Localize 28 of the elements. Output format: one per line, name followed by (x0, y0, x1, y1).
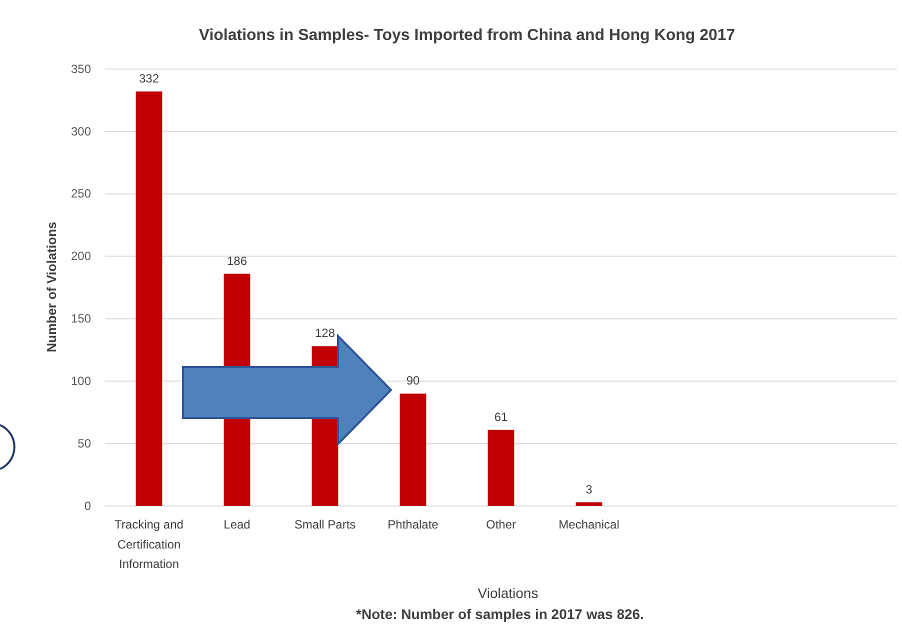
data-label: 3 (586, 482, 593, 496)
bar (576, 502, 602, 506)
x-tick-label: Small Parts (294, 518, 356, 532)
x-tick-label: Phthalate (388, 518, 439, 532)
x-tick-label: Mechanical (558, 518, 620, 532)
y-tick-label: 300 (70, 124, 92, 138)
data-label: 61 (494, 410, 508, 424)
data-label: 128 (314, 326, 336, 340)
x-tick-label: Lead (224, 518, 250, 532)
chart-title: Violations in Samples- Toys Imported from China and Hong Kong 2017 (198, 27, 736, 44)
bar (488, 430, 514, 506)
y-tick-label: 100 (70, 374, 92, 388)
data-label: 332 (138, 71, 160, 86)
bar (400, 394, 426, 506)
y-tick-label: 150 (70, 312, 92, 326)
y-tick-label: 350 (70, 62, 92, 76)
data-label: 90 (406, 374, 420, 388)
x-tick-label: Tracking and Certification Information (114, 518, 184, 572)
y-axis-title: Number of Violations (44, 222, 59, 352)
y-tick-label: 250 (70, 186, 92, 201)
x-axis-title: Violations (478, 585, 538, 601)
y-tick-label: 0 (84, 498, 92, 513)
y-tick-label: 200 (70, 249, 92, 264)
bar (136, 91, 162, 506)
x-tick-label: Other (486, 518, 516, 532)
data-label: 186 (226, 254, 248, 268)
y-tick-label: 50 (78, 436, 92, 450)
text: *Note: Number of samples in 2017 was 826. (356, 606, 644, 622)
